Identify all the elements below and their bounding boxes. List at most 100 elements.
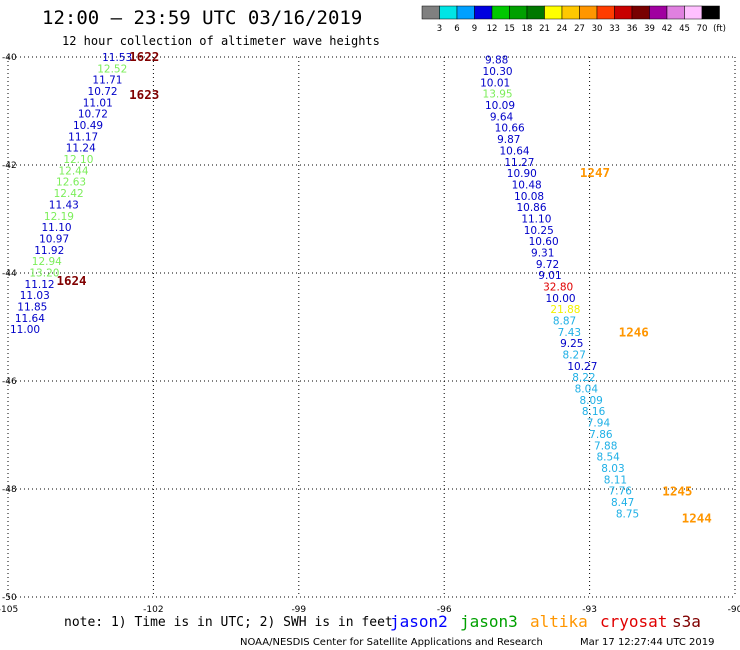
satellite-legend-jason3: jason3 [460,612,518,631]
wave-height-value: 11.43 [49,199,79,211]
colorbar-swatch [684,5,703,20]
wave-height-value: 11.00 [10,324,40,336]
x-tick-label: -90 [728,605,740,615]
wave-height-value: 10.49 [73,120,103,132]
y-tick-label: -48 [2,485,17,495]
wave-height-value: 9.87 [497,134,520,146]
satellite-legend-cryosat: cryosat [600,612,667,631]
colorbar-swatch [701,5,720,20]
wave-height-value: 12.44 [58,165,88,177]
wave-height-value: 10.25 [524,225,554,237]
wave-height-value: 10.27 [567,361,597,373]
latitude-tick-labels: -40 -42 -44 -46 -48 -50 [2,53,17,603]
wave-height-value: 10.66 [495,123,525,135]
colorbar-swatch [456,5,475,20]
wave-height-value: 9.88 [485,55,508,67]
wave-height-value: 10.64 [500,145,530,157]
wave-height-value: 9.25 [560,338,583,350]
y-tick-label: -46 [2,377,17,387]
credit-text: NOAA/NESDIS Center for Satellite Applica… [240,637,543,648]
wave-height-value: 11.53 [102,52,132,64]
colorbar-label: 12 [487,24,498,34]
wave-height-labels: 11.5312.5211.7110.7211.0110.7210.4911.17… [10,52,639,520]
colorbar-swatch [421,5,440,20]
wave-height-value: 9.01 [538,270,561,282]
wave-height-value: 11.17 [68,131,98,143]
y-tick-label: -40 [2,53,17,63]
colorbar-label: 30 [592,24,603,34]
pass-time-label: 1245 [662,484,692,499]
wave-height-value: 11.01 [83,97,113,109]
x-tick-label: -99 [291,605,306,615]
colorbar-label: 21 [539,24,550,34]
colorbar-label: 15 [504,24,515,34]
wave-height-value: 9.31 [531,247,554,259]
x-tick-label: -105 [0,605,18,615]
wave-height-value: 8.09 [579,395,602,407]
wave-height-value: 8.22 [572,372,595,384]
satellite-legend-altika: altika [530,612,588,631]
colorbar-label: 33 [609,24,620,34]
wave-height-value: 11.24 [66,143,96,155]
x-tick-label: -93 [582,605,597,615]
wave-height-value: 10.30 [483,66,513,78]
colorbar-label: 27 [574,24,585,34]
wave-height-value: 7.43 [558,327,581,339]
pass-time-label: 1624 [56,273,86,288]
wave-height-value: 10.08 [514,191,544,203]
wave-height-value: 10.09 [485,100,515,112]
colorbar-swatch [561,5,580,20]
colorbar-swatch [491,5,510,20]
wave-height-value: 10.90 [507,168,537,180]
colorbar-label: 70 [697,24,708,34]
wave-height-value: 10.72 [88,86,118,98]
colorbar-swatch [649,5,668,20]
colorbar-swatch [614,5,633,20]
wave-height-value: 10.72 [78,109,108,121]
wave-height-value: 8.11 [604,474,627,486]
wave-height-value: 10.48 [512,179,542,191]
wave-height-value: 10.60 [529,236,559,248]
wave-height-value: 12.10 [63,154,93,166]
wave-height-value: 8.03 [601,463,624,475]
wave-height-value: 13.95 [483,89,513,101]
wave-height-value: 11.12 [25,279,55,291]
chart-subtitle: 12 hour collection of altimeter wave hei… [62,34,380,48]
wave-height-value: 11.64 [15,313,45,325]
wave-height-value: 11.27 [504,157,534,169]
wave-height-value: 13.20 [29,267,59,279]
colorbar-label: 39 [644,24,655,34]
colorbar-label: 36 [627,24,638,34]
wave-height-value: 8.27 [563,350,586,362]
wave-height-value: 11.10 [521,213,551,225]
colorbar-swatch [596,5,615,20]
wave-height-value: 7.86 [589,429,613,441]
wave-height-value: 8.87 [553,316,576,328]
colorbar-label: 24 [557,24,568,34]
wave-height-value: 12.19 [44,211,74,223]
wave-height-value: 9.72 [536,259,559,271]
satellite-legend-s3a: s3a [672,612,701,631]
wave-height-value: 11.85 [17,301,47,313]
wave-height-value: 12.63 [56,177,86,189]
y-tick-label: -42 [2,161,17,171]
colorbar-label: 42 [662,24,673,34]
pass-time-label: 1622 [129,49,159,64]
colorbar-label: 9 [472,24,477,34]
timestamp-text: Mar 17 12:27:44 UTC 2019 [580,637,715,648]
wave-height-value: 11.92 [34,245,64,257]
wave-height-value: 11.03 [20,290,50,302]
colorbar-swatch [631,5,650,20]
wave-height-value: 8.04 [575,384,599,396]
wave-height-value: 8.75 [616,508,639,520]
colorbar-swatch [544,5,563,20]
y-tick-label: -44 [2,269,17,279]
wave-height-value: 7.94 [587,418,611,430]
wave-height-value: 12.52 [97,63,127,75]
wave-height-value: 10.86 [516,202,546,214]
wave-height-value: 10.01 [480,77,510,89]
wave-height-value: 21.88 [550,304,580,316]
colorbar-swatch [509,5,528,20]
colorbar-swatch [526,5,545,20]
